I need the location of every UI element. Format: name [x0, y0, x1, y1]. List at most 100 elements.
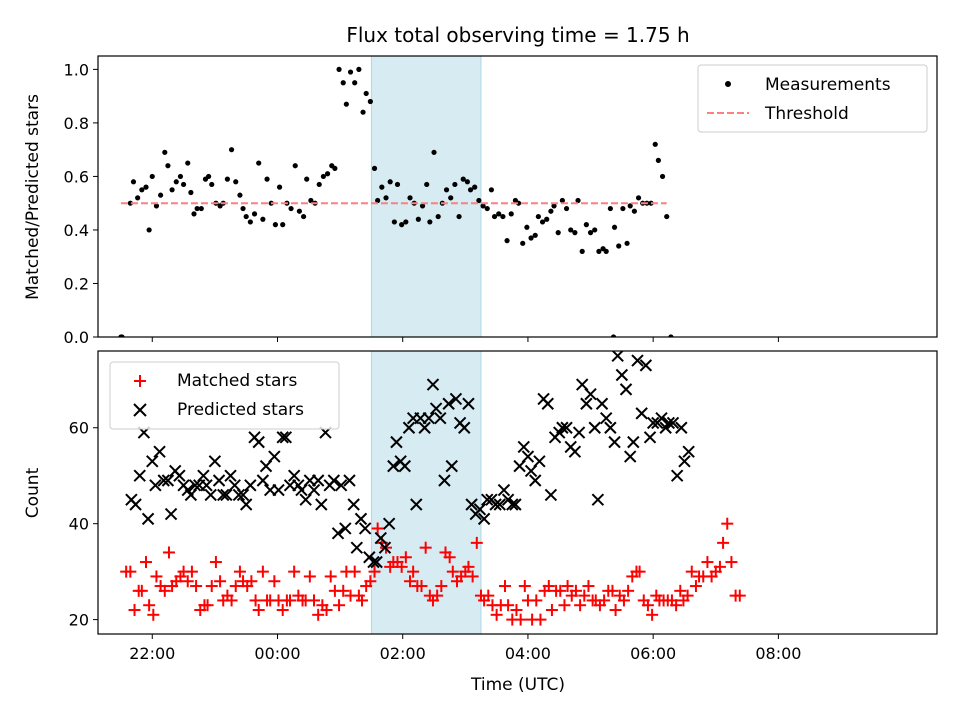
bottom-matched-stars-point	[124, 565, 137, 578]
bottom-predicted-stars-point	[541, 397, 554, 410]
bottom-matched-stars-point	[498, 580, 511, 593]
bottom-predicted-stars-point	[244, 479, 257, 492]
top-measurements-point	[162, 149, 168, 155]
top-measurements-point	[139, 187, 145, 193]
bottom-predicted-stars-point	[279, 431, 293, 444]
bottom-predicted-stars-point	[146, 455, 159, 468]
top-measurements-point	[624, 240, 630, 246]
legend-label-measurements: Measurements	[765, 75, 891, 95]
top-measurements-point	[551, 203, 557, 209]
top-measurements-point	[579, 248, 585, 254]
bottom-predicted-stars-point	[465, 498, 478, 511]
top-measurements-point	[448, 195, 454, 201]
bottom-predicted-stars-point	[239, 498, 253, 511]
bottom-panel: 20 40 60 22:00 00:00 02:00 04:00 06:00 08:00	[69, 350, 938, 663]
bottom-matched-stars-point	[558, 599, 571, 612]
top-measurements-point	[500, 213, 506, 220]
top-measurements-point	[177, 173, 184, 180]
bottom-predicted-stars-point	[343, 474, 356, 487]
bottom-matched-stars-point	[371, 522, 384, 535]
legend-marker-measurements	[725, 81, 731, 87]
legend-label-predicted: Predicted stars	[177, 400, 304, 420]
bottom-predicted-stars-point	[212, 474, 226, 487]
top-measurements-point	[363, 90, 369, 97]
bottom-matched-stars-point	[399, 551, 412, 564]
bottom-matched-stars-point	[574, 599, 587, 612]
bottom-matched-stars-point	[435, 580, 448, 593]
bottom-predicted-stars-point	[141, 512, 155, 526]
top-measurements-point	[443, 187, 450, 193]
top-measurements-point	[583, 222, 589, 228]
top-measurements-point	[572, 230, 578, 236]
bottom-predicted-stars-point	[533, 455, 546, 468]
bottom-predicted-stars-point	[347, 498, 360, 511]
bottom-predicted-stars-point	[506, 498, 519, 511]
top-measurements-point	[568, 227, 574, 233]
bottom-predicted-stars-point	[378, 541, 392, 554]
bottom-matched-stars-point	[356, 594, 369, 607]
bottom-predicted-stars-point	[509, 498, 522, 511]
bottom-predicted-stars-point	[311, 474, 325, 487]
bottom-predicted-stars-point	[153, 445, 166, 458]
bottom-predicted-stars-point	[256, 474, 270, 487]
bottom-matched-stars-point	[721, 517, 734, 530]
bottom-matched-stars-point	[462, 560, 475, 573]
bottom-predicted-stars-point	[217, 488, 230, 502]
bottom-predicted-stars-point	[489, 498, 502, 511]
bottom-marks	[120, 351, 746, 626]
bottom-matched-stars-point	[368, 565, 381, 578]
top-measurements-point	[260, 216, 266, 222]
top-measurements-point	[130, 179, 137, 185]
bottom-predicted-stars-point	[662, 416, 676, 430]
top-measurements-point	[544, 216, 550, 222]
legend-marker-predicted	[133, 403, 147, 417]
top-measurements-point	[206, 173, 212, 180]
bottom-matched-stars-point	[209, 556, 222, 569]
top-measurements-point	[535, 213, 541, 220]
top-measurements-point	[233, 179, 239, 185]
top-measurements-point	[240, 205, 246, 212]
bottom-matched-stars-point	[542, 580, 555, 593]
top-measurements-point	[387, 179, 393, 185]
bottom-frame	[97, 350, 938, 635]
top-measurements-point	[237, 192, 243, 198]
bottom-predicted-stars-point	[615, 368, 629, 382]
top-y-axis-label: Matched/Predicted stars	[23, 94, 43, 300]
bottom-predicted-stars-point	[608, 435, 621, 449]
bottom-predicted-stars-point	[307, 483, 321, 497]
bottom-matched-stars-point	[407, 565, 420, 578]
top-measurements-point	[480, 203, 486, 209]
top-measurements-point	[631, 208, 637, 214]
top-measurements-point	[419, 203, 426, 209]
bottom-y-axis-label: Count	[23, 467, 43, 518]
top-measurements-point	[251, 211, 258, 217]
top-measurements-point	[607, 205, 613, 212]
bottom-predicted-stars-point	[434, 411, 447, 425]
bottom-predicted-stars-point	[370, 555, 383, 569]
bottom-matched-stars-point	[725, 556, 738, 569]
bottom-matched-stars-point	[268, 575, 281, 588]
top-measurements-point	[391, 219, 397, 225]
bottom-predicted-stars-point	[236, 488, 250, 502]
top-measurements-point	[332, 165, 338, 171]
top-measurements-point	[224, 176, 230, 182]
bottom-x-tick-label: 06:00	[630, 644, 676, 663]
bottom-predicted-stars-point	[398, 459, 412, 473]
top-measurements-point	[452, 181, 458, 188]
top-measurements-point	[340, 80, 346, 86]
bottom-predicted-stars-point	[327, 474, 341, 487]
bottom-predicted-stars-point	[422, 411, 436, 425]
bottom-predicted-stars-point	[627, 435, 640, 449]
bottom-y-axis-label-text: Count	[23, 467, 43, 518]
top-measurements-point	[320, 173, 327, 180]
bottom-matched-stars-point	[641, 599, 654, 612]
bottom-predicted-stars-point	[568, 445, 582, 458]
bottom-matched-stars-point	[158, 584, 171, 597]
legend-marker-matched	[134, 375, 146, 387]
bottom-predicted-stars-point	[390, 435, 403, 449]
top-measurements-point	[435, 213, 441, 220]
top-y-tick-label: 1.0	[64, 60, 89, 79]
top-measurements-point	[180, 181, 187, 188]
bottom-predicted-stars-point	[599, 411, 613, 425]
bottom-matched-stars-point	[333, 599, 346, 612]
